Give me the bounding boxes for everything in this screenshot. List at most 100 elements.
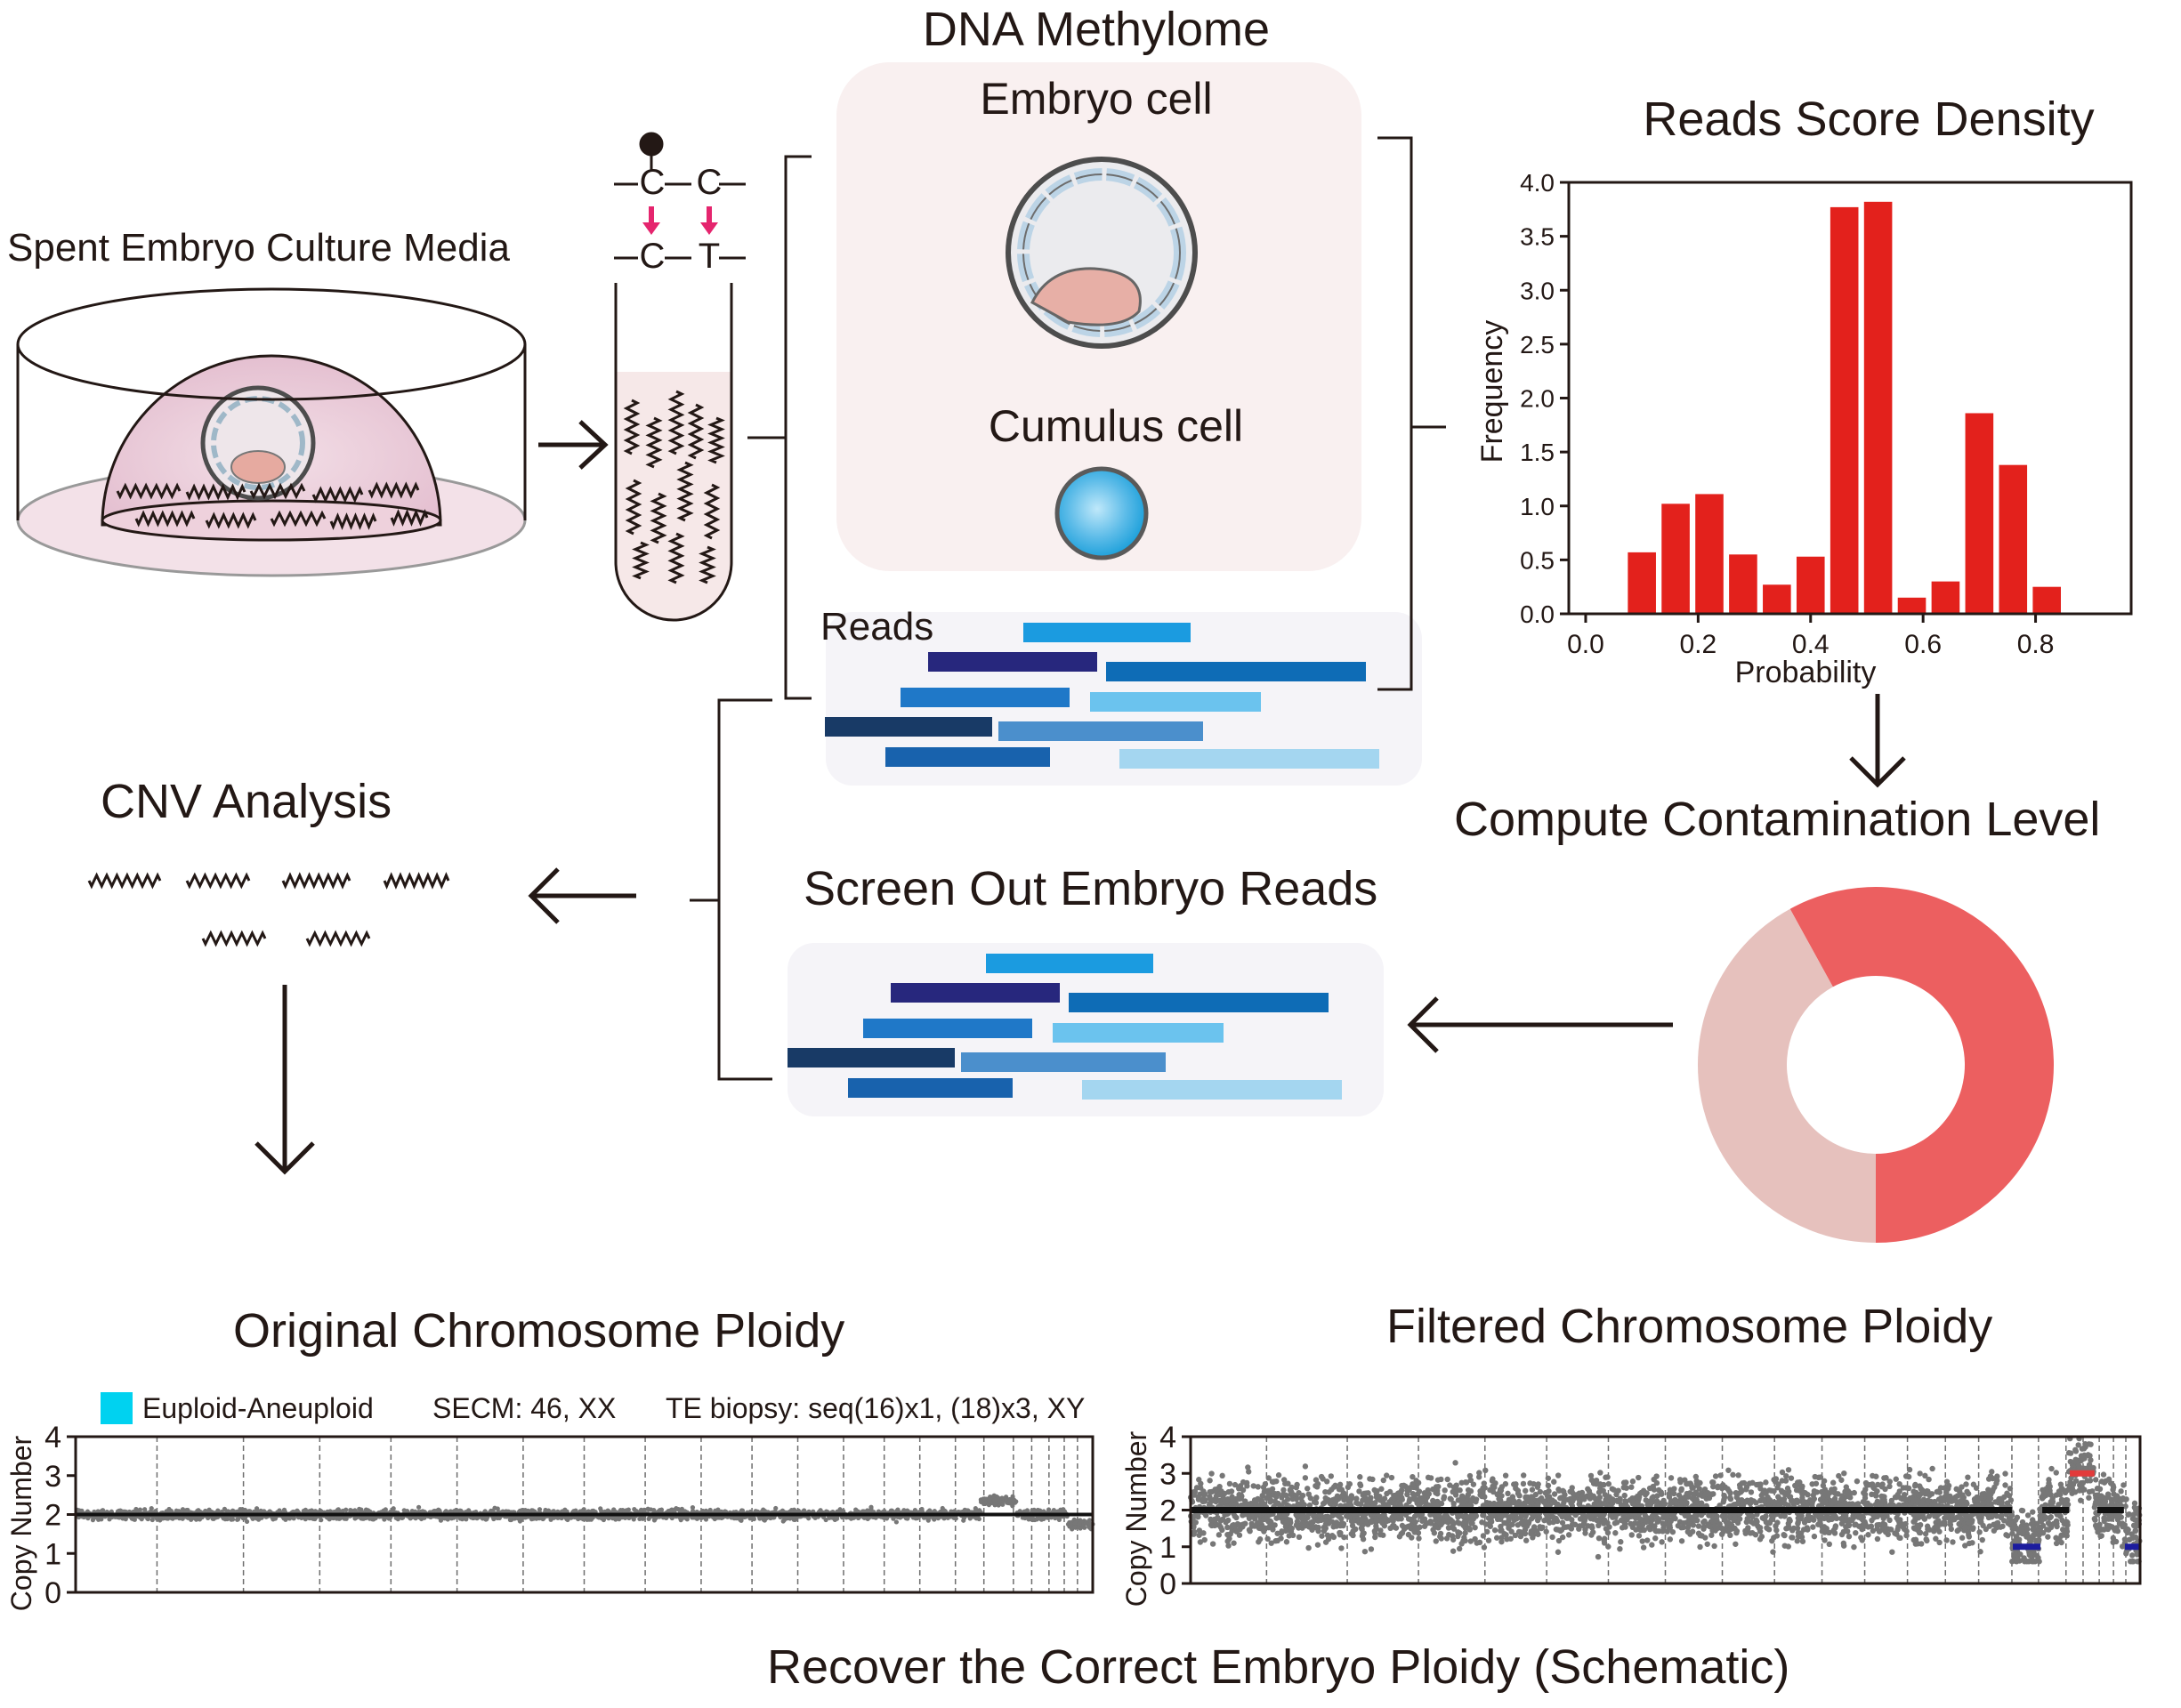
histogram-bar [1863, 201, 1893, 614]
data-point [164, 1515, 169, 1521]
data-point [2100, 1471, 2107, 1478]
data-point [1302, 1463, 1309, 1470]
data-point [2086, 1488, 2093, 1495]
data-point [1668, 1475, 1675, 1481]
data-point [2072, 1478, 2080, 1484]
reads-panel [825, 612, 1422, 786]
donut-slice [1698, 908, 1876, 1243]
x-tick-label: 0.4 [1792, 630, 1830, 659]
methylome-panel [836, 62, 1361, 571]
data-point [1523, 1487, 1529, 1494]
data-point [1338, 1545, 1345, 1551]
data-point [1636, 1533, 1643, 1539]
data-point [1889, 1549, 1895, 1555]
dna-fragment [329, 512, 377, 530]
data-point [1621, 1492, 1628, 1499]
data-point [1964, 1501, 1970, 1507]
data-point [1384, 1472, 1390, 1478]
data-point [1288, 1489, 1295, 1495]
dna-fragment [249, 482, 306, 500]
data-point [1314, 1542, 1321, 1548]
data-point [1330, 1534, 1337, 1541]
dna-fragment [667, 532, 685, 584]
data-point [1479, 1519, 1485, 1526]
data-point [780, 1508, 786, 1513]
data-point [951, 1515, 957, 1520]
arrow-to-contamination [1849, 694, 1906, 788]
data-point [1813, 1489, 1820, 1495]
data-point [404, 1508, 410, 1514]
y-tick-label: 2.0 [1520, 385, 1555, 413]
histogram-bar [1796, 556, 1825, 614]
data-point [1484, 1528, 1490, 1535]
data-point [1236, 1532, 1243, 1538]
data-point [1319, 1533, 1325, 1539]
data-point [1753, 1500, 1759, 1506]
dna-fragment [311, 486, 364, 504]
data-point [992, 1502, 998, 1507]
data-point [1328, 1473, 1335, 1479]
histogram-bar [1763, 584, 1791, 614]
data-point [1700, 1526, 1707, 1532]
data-point [2086, 1494, 2092, 1501]
data-point [1443, 1535, 1450, 1542]
dna-fragment [625, 479, 642, 536]
y-tick-label: 1 [44, 1537, 61, 1571]
data-point [679, 1506, 684, 1511]
data-point [235, 1517, 240, 1522]
data-point [1750, 1520, 1757, 1527]
data-point [1752, 1532, 1759, 1538]
y-tick-label: 0.0 [1520, 600, 1555, 628]
data-point [1609, 1486, 1615, 1492]
data-point [1786, 1517, 1792, 1523]
data-point [1482, 1467, 1489, 1474]
data-point [1545, 1475, 1552, 1481]
data-point [1006, 1500, 1011, 1506]
data-point [1273, 1515, 1280, 1521]
data-point [1275, 1472, 1282, 1478]
data-point [1747, 1500, 1754, 1507]
data-point [1717, 1472, 1724, 1478]
data-point [1068, 1522, 1073, 1528]
read-bar [901, 688, 1070, 707]
data-point [1296, 1534, 1303, 1541]
data-point [525, 1508, 530, 1513]
data-point [1000, 1502, 1006, 1507]
data-point [368, 1515, 374, 1521]
dna-fragment [383, 872, 450, 890]
data-point [1207, 1478, 1213, 1484]
data-point [1083, 1520, 1089, 1526]
read-bar [863, 1019, 1032, 1038]
data-point [2120, 1482, 2127, 1488]
dna-fragment [134, 510, 196, 528]
data-point [2048, 1465, 2055, 1472]
dna-fragment [116, 482, 182, 500]
data-point [1209, 1541, 1216, 1547]
data-point [1826, 1529, 1833, 1536]
histogram-bar [1897, 597, 1927, 614]
data-point [1733, 1541, 1739, 1547]
culture-dish-illustration [16, 287, 527, 577]
data-point [515, 1516, 521, 1521]
cnv-dna-fragments [87, 872, 450, 947]
data-point [230, 1517, 236, 1522]
data-point [707, 1507, 713, 1513]
data-point [1551, 1478, 1557, 1485]
data-point [1082, 1525, 1087, 1530]
data-point [1545, 1482, 1552, 1489]
dna-fragment [281, 872, 351, 890]
data-point [1294, 1481, 1300, 1488]
data-point [1718, 1531, 1725, 1537]
data-point [1659, 1539, 1665, 1545]
data-point [1695, 1523, 1702, 1529]
data-point [1640, 1544, 1647, 1551]
data-point [537, 1507, 543, 1512]
data-point [2096, 1486, 2104, 1493]
data-point [925, 1515, 932, 1520]
data-point [1994, 1473, 2000, 1479]
data-point [2121, 1536, 2128, 1543]
data-point [1224, 1531, 1231, 1538]
data-point [1822, 1537, 1828, 1543]
data-point [1636, 1474, 1642, 1481]
